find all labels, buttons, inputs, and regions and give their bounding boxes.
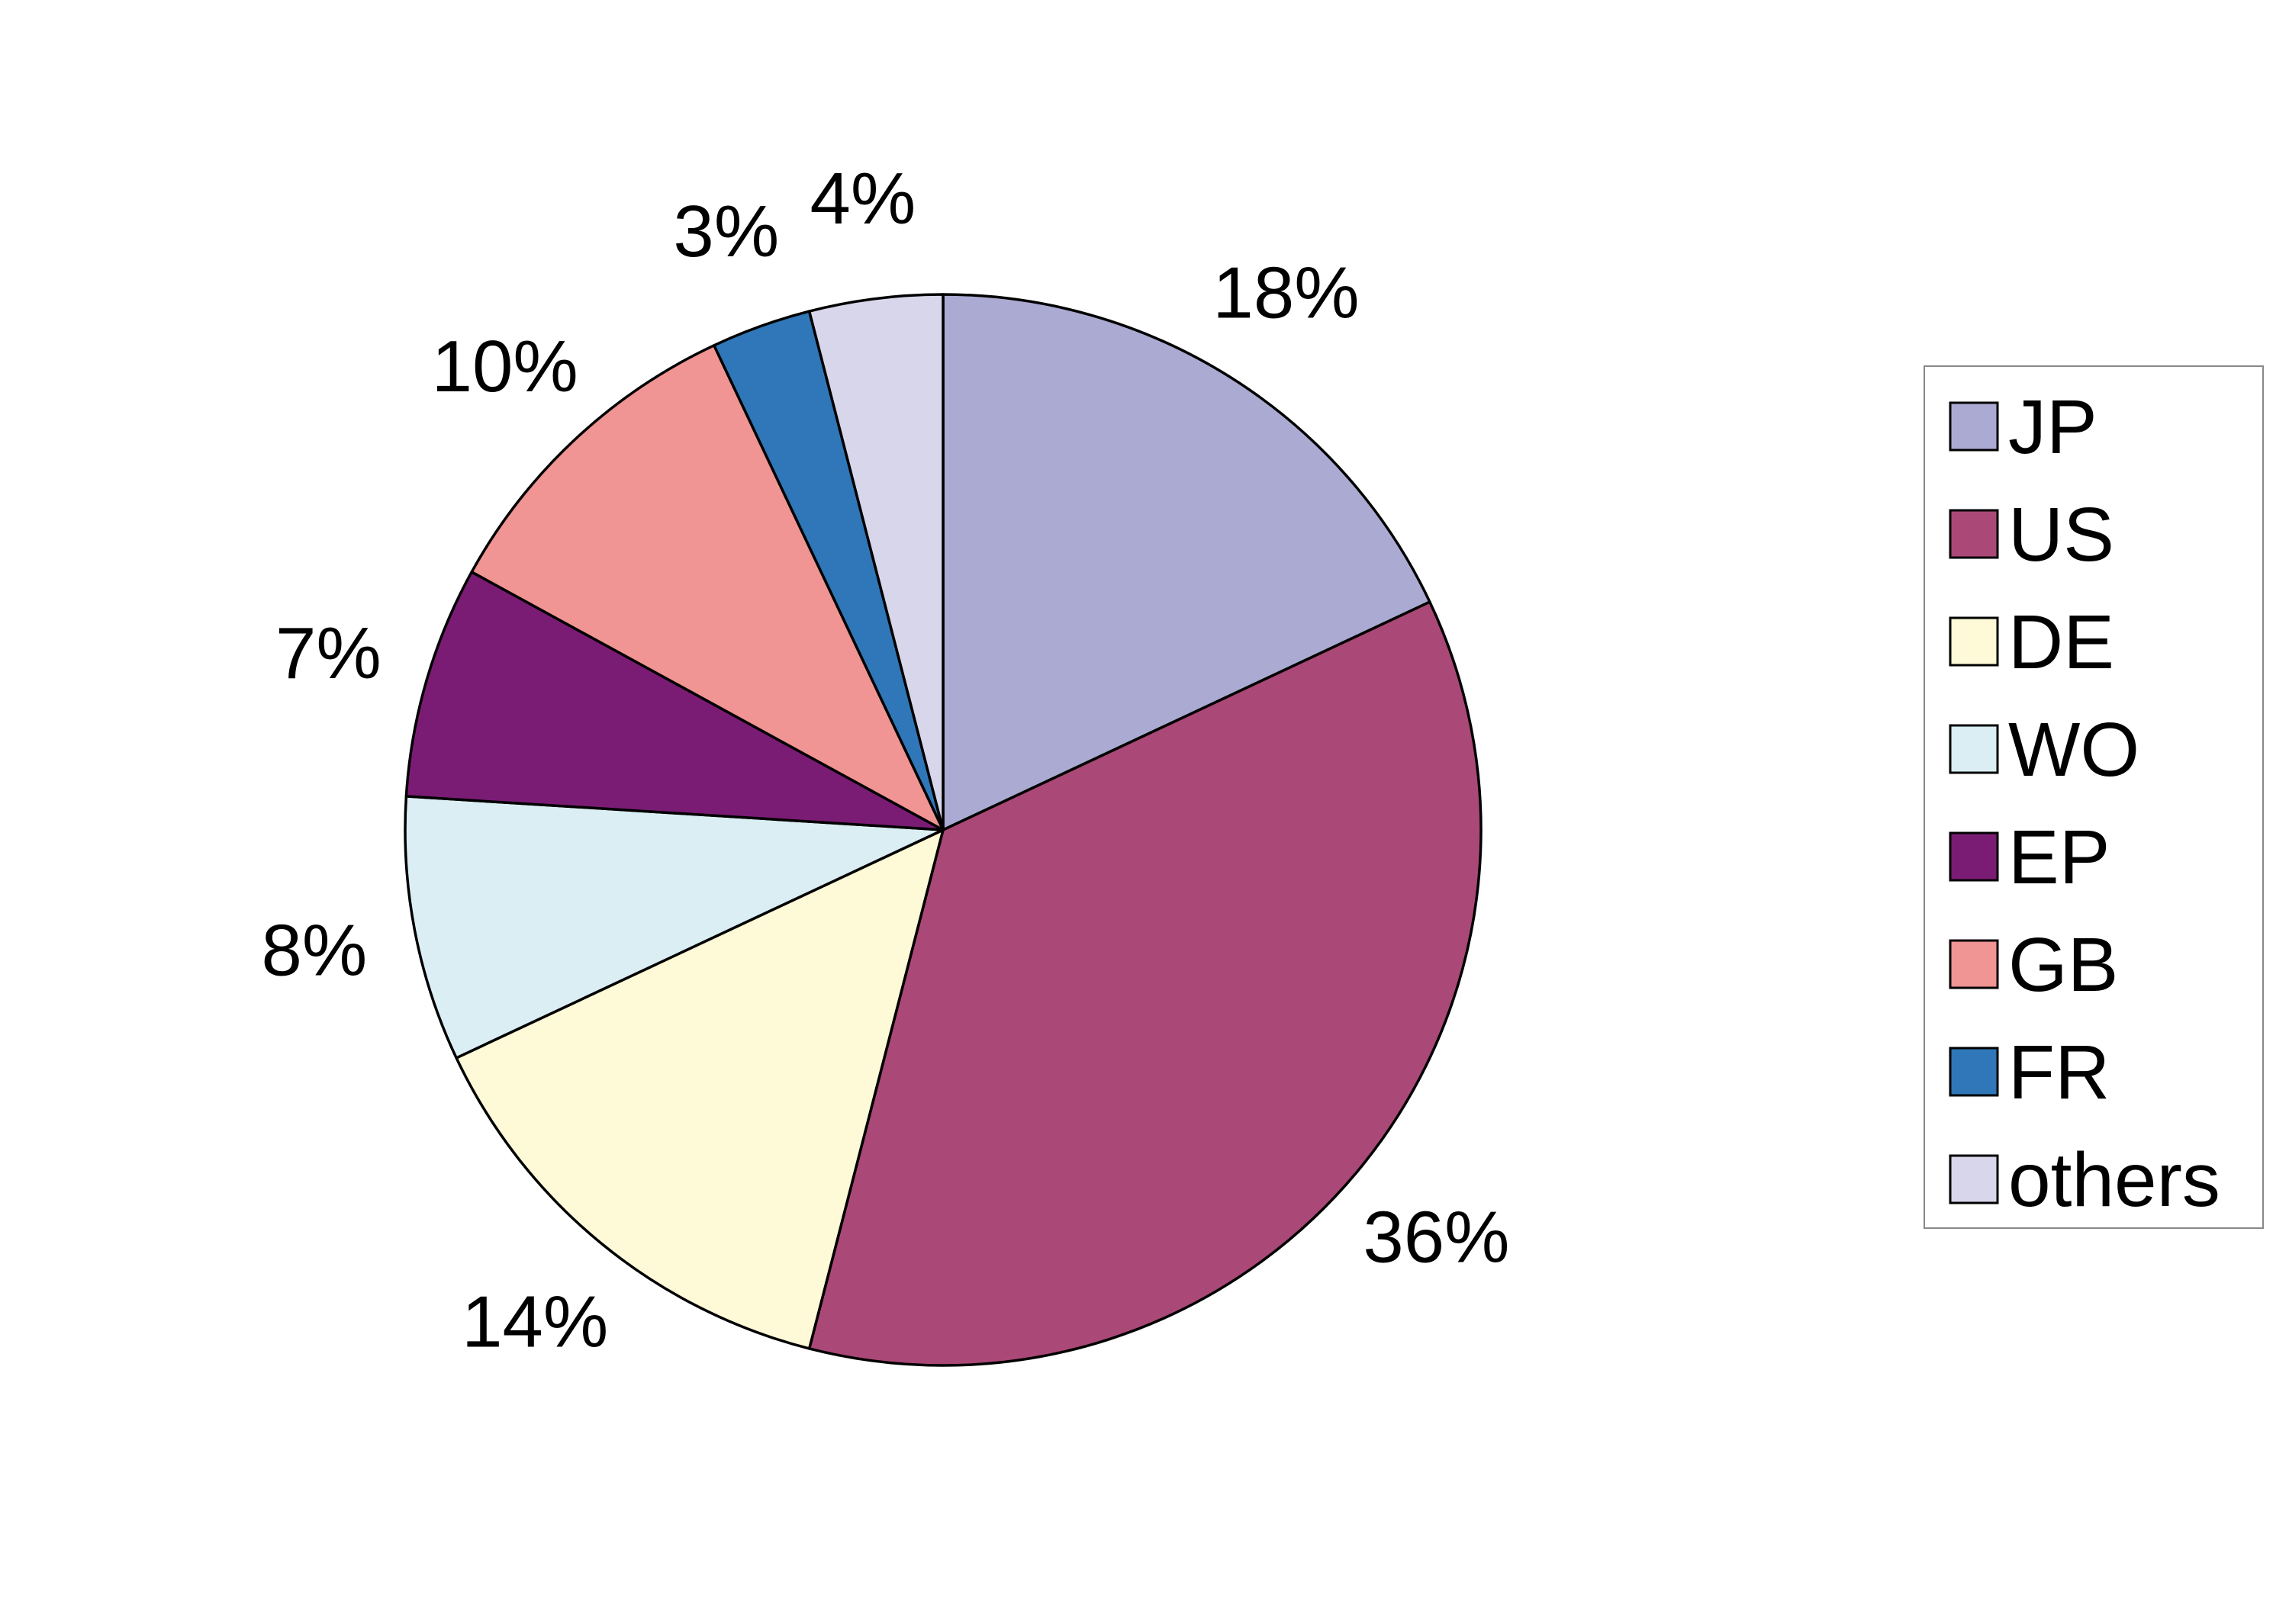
slice-label-gb: 10% xyxy=(432,326,578,407)
slice-label-fr: 3% xyxy=(673,191,779,272)
legend-swatch-wo xyxy=(1949,724,1999,774)
slice-us xyxy=(807,600,1483,1367)
pie-percent-labels: 18% 36% 14% 8% 7% 10% 3% 4% xyxy=(262,158,1510,1363)
legend: JP US DE WO EP GB FR others xyxy=(1924,365,2264,1229)
pie-slices xyxy=(404,293,1483,1367)
slice-ep xyxy=(404,571,945,831)
slice-label-jp: 18% xyxy=(1212,252,1359,334)
slice-wo xyxy=(404,795,945,1060)
legend-label-ep: EP xyxy=(2008,815,2110,900)
legend-label-wo: WO xyxy=(2008,707,2139,793)
legend-swatch-ep xyxy=(1949,831,1999,882)
slice-label-us: 36% xyxy=(1363,1197,1509,1278)
legend-swatch-fr xyxy=(1949,1047,1999,1097)
slice-gb xyxy=(470,344,945,831)
slice-label-wo: 8% xyxy=(262,910,368,992)
legend-label-jp: JP xyxy=(2008,384,2097,470)
legend-swatch-de xyxy=(1949,616,1999,667)
slice-label-others: 4% xyxy=(810,158,916,240)
slice-others xyxy=(807,293,945,831)
slice-label-ep: 7% xyxy=(275,613,382,694)
slice-label-de: 14% xyxy=(462,1282,608,1363)
slice-de xyxy=(455,828,945,1350)
legend-label-others: others xyxy=(2008,1137,2220,1223)
legend-swatch-us xyxy=(1949,509,1999,559)
legend-label-fr: FR xyxy=(2008,1030,2110,1115)
legend-swatch-others xyxy=(1949,1154,1999,1204)
legend-swatch-jp xyxy=(1949,401,1999,452)
legend-label-us: US xyxy=(2008,492,2114,577)
legend-label-gb: GB xyxy=(2008,922,2118,1008)
slice-jp xyxy=(942,293,1431,831)
legend-label-de: DE xyxy=(2008,600,2114,685)
legend-swatch-gb xyxy=(1949,939,1999,989)
